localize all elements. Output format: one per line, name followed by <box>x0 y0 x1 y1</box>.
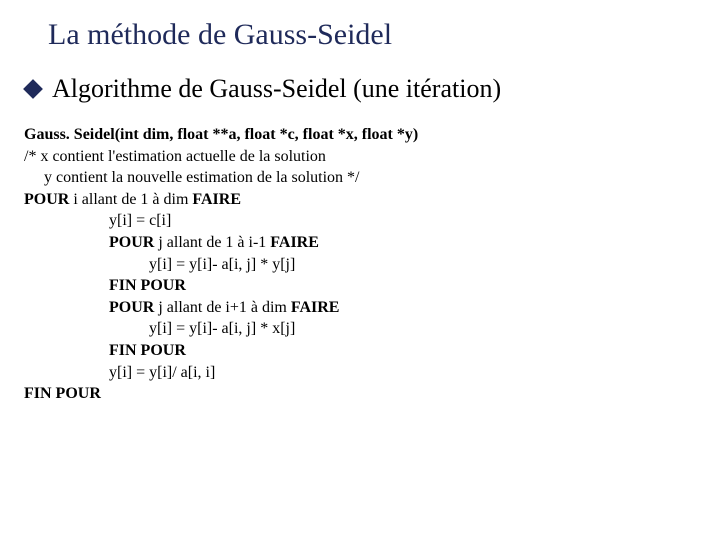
code-line: y[i] = y[i]- a[i, j] * y[j] <box>24 254 700 276</box>
code-line: FIN POUR <box>24 383 700 405</box>
code-line: POUR j allant de 1 à i-1 FAIRE <box>24 232 700 254</box>
code-text: j allant de i+1 à dim <box>154 299 291 316</box>
code-line: y[i] = y[i]/ a[i, i] <box>24 362 700 384</box>
code-text: i allant de 1 à dim <box>69 191 192 208</box>
slide-subtitle: Algorithme de Gauss-Seidel (une itératio… <box>52 74 501 104</box>
code-line: FIN POUR <box>24 275 700 297</box>
slide-container: La méthode de Gauss-Seidel Algorithme de… <box>0 0 720 540</box>
kw-pour: POUR <box>109 299 154 316</box>
diamond-bullet-icon <box>23 79 43 99</box>
code-line: y[i] = c[i] <box>24 210 700 232</box>
kw-faire: FAIRE <box>192 191 241 208</box>
pseudocode-block: Gauss. Seidel(int dim, float **a, float … <box>24 124 700 405</box>
code-text: j allant de 1 à i-1 <box>154 234 270 251</box>
kw-pour: POUR <box>109 234 154 251</box>
kw-faire: FAIRE <box>270 234 319 251</box>
code-line: POUR j allant de i+1 à dim FAIRE <box>24 297 700 319</box>
subtitle-row: Algorithme de Gauss-Seidel (une itératio… <box>26 74 700 104</box>
code-line: /* x contient l'estimation actuelle de l… <box>24 146 700 168</box>
code-line: POUR i allant de 1 à dim FAIRE <box>24 189 700 211</box>
slide-title: La méthode de Gauss-Seidel <box>48 18 700 52</box>
code-line: FIN POUR <box>24 340 700 362</box>
code-line: y[i] = y[i]- a[i, j] * x[j] <box>24 318 700 340</box>
code-line: y contient la nouvelle estimation de la … <box>24 167 700 189</box>
code-line: Gauss. Seidel(int dim, float **a, float … <box>24 124 700 146</box>
kw-faire: FAIRE <box>291 299 340 316</box>
kw-pour: POUR <box>24 191 69 208</box>
